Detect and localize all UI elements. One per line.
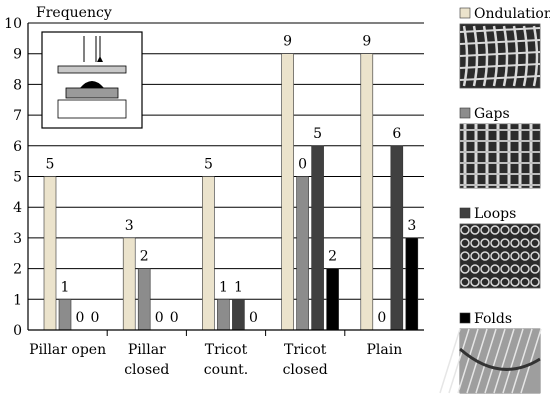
x-tick-label: Pillar open — [29, 342, 106, 358]
y-tick-label: 1 — [13, 292, 22, 308]
data-label: 0 — [377, 310, 386, 326]
data-label: 0 — [76, 310, 85, 326]
y-tick-label: 6 — [13, 139, 22, 155]
bar-folds — [326, 268, 339, 331]
x-tick-label: count. — [204, 362, 248, 378]
y-tick-label: 7 — [13, 108, 22, 124]
bar-ondulation — [281, 53, 294, 331]
data-label: 3 — [125, 218, 134, 234]
data-label: 9 — [283, 34, 292, 50]
texture-photo-gaps — [459, 123, 541, 189]
y-tick-label: 4 — [13, 200, 22, 216]
legend-entry: Ondulation — [474, 6, 550, 22]
data-label: 0 — [170, 310, 179, 326]
x-tick-label: closed — [283, 362, 328, 378]
y-tick-label: 8 — [13, 77, 22, 93]
legend-swatch-gaps — [459, 107, 471, 119]
data-label: 1 — [219, 279, 228, 295]
data-label: 3 — [407, 218, 416, 234]
y-tick-label: 5 — [13, 170, 22, 186]
legend: Ondulation Gaps Loops Folds — [439, 6, 550, 394]
data-label: 9 — [362, 34, 371, 50]
legend-swatch-loops — [459, 207, 471, 219]
y-tick-label: 2 — [13, 262, 22, 278]
bar-loops — [311, 145, 324, 331]
y-tick-label: 9 — [13, 47, 22, 63]
texture-photo-loops — [459, 223, 541, 289]
x-tick-label: Tricot — [284, 342, 327, 358]
data-label: 2 — [328, 249, 337, 265]
inset-schematic — [41, 31, 143, 129]
x-tick-label: Tricot — [205, 342, 248, 358]
bar-folds — [405, 237, 419, 331]
legend-swatch-folds — [459, 312, 471, 324]
bar-ondulation — [202, 176, 215, 331]
bars — [43, 53, 419, 331]
x-tick-label: closed — [124, 362, 169, 378]
bar-ondulation — [43, 176, 57, 331]
x-tick-label: Plain — [367, 342, 403, 358]
y-tick-label: 10 — [4, 16, 22, 32]
bar-loops — [390, 145, 404, 331]
bar-gaps — [137, 268, 151, 331]
data-label: 1 — [234, 279, 243, 295]
data-label: 0 — [298, 157, 307, 173]
bar-gaps — [217, 298, 230, 331]
x-tick-label: Pillar — [128, 342, 166, 358]
bar-gaps — [296, 176, 309, 331]
data-label: 0 — [249, 310, 258, 326]
data-label: 0 — [91, 310, 100, 326]
data-label: 0 — [155, 310, 164, 326]
bar-ondulation — [360, 53, 374, 331]
legend-swatch-ondulation — [459, 7, 471, 19]
legend-entry: Folds — [474, 311, 512, 327]
bar-ondulation — [122, 237, 136, 331]
bar-gaps — [58, 298, 72, 331]
data-label: 5 — [313, 126, 322, 142]
data-label: 2 — [140, 249, 149, 265]
legend-entry: Gaps — [474, 106, 510, 122]
legend-entry: Loops — [474, 206, 516, 222]
data-label: 1 — [61, 279, 70, 295]
data-label: 5 — [46, 157, 55, 173]
y-tick-label: 3 — [13, 231, 22, 247]
bar-loops — [232, 298, 245, 331]
y-axis-label: Frequency — [36, 5, 112, 21]
y-tick-label: 0 — [13, 323, 22, 339]
data-label: 5 — [204, 157, 213, 173]
data-label: 6 — [392, 126, 401, 142]
